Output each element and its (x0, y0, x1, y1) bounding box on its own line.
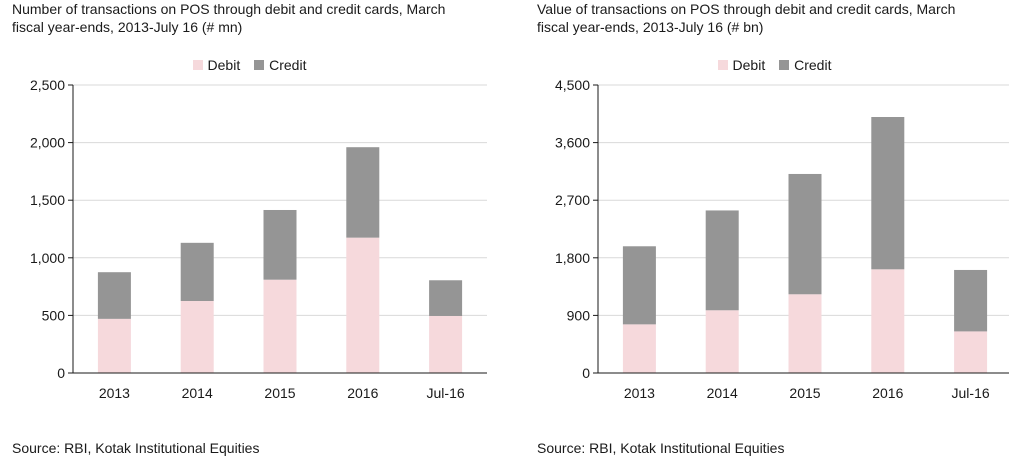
x-tick-label: Jul-16 (952, 385, 990, 401)
bar-debit (954, 331, 988, 373)
y-tick-label: 2,700 (555, 192, 590, 208)
y-tick-label: 1,500 (30, 192, 65, 208)
x-tick-label: Jul-16 (427, 385, 465, 401)
y-tick-label: 0 (57, 365, 65, 381)
y-tick-label: 2,500 (30, 77, 65, 93)
y-tick-label: 500 (42, 307, 66, 323)
bar-credit (705, 210, 739, 311)
legend-swatch-credit (254, 60, 265, 70)
y-tick-label: 4,500 (555, 77, 590, 93)
bar-debit (788, 294, 822, 373)
legend-label-debit: Debit (732, 57, 766, 73)
chart-legend: Debit Credit (12, 57, 487, 73)
legend-label-credit: Credit (794, 57, 832, 73)
bar-credit (954, 269, 988, 332)
bar-credit (263, 209, 297, 280)
legend-item-credit: Credit (779, 57, 831, 73)
chart-title: Number of transactions on POS through de… (12, 0, 487, 36)
legend-item-debit: Debit (717, 57, 766, 73)
y-tick-label: 0 (582, 365, 590, 381)
legend-label-credit: Credit (269, 57, 307, 73)
x-tick-label: 2014 (182, 385, 213, 401)
stacked-bar-chart: 0 500 1,000 1,500 2,000 2,500 2013 2014 2015 2016… (30, 77, 487, 401)
chart-title-line-2: fiscal year-ends, 2013-July 16 (# mn) (12, 19, 243, 35)
chart-legend: Debit Credit (537, 57, 1009, 73)
chart-title-line-2: fiscal year-ends, 2013-July 16 (# bn) (537, 19, 764, 35)
bar-debit (871, 269, 905, 373)
bar-credit (346, 147, 380, 238)
x-tick-label: 2016 (347, 385, 378, 401)
chart-title-line-1: Number of transactions on POS through de… (12, 1, 446, 17)
source-note: Source: RBI, Kotak Institutional Equitie… (537, 440, 785, 456)
bar-debit (97, 318, 131, 373)
legend-label-debit: Debit (207, 57, 241, 73)
bar-debit (622, 324, 656, 373)
bar-debit (429, 315, 463, 373)
chart-panel-transactions-value: Value of transactions on POS through deb… (537, 0, 1009, 460)
x-tick-label: 2013 (99, 385, 130, 401)
legend-swatch-credit (779, 60, 790, 70)
bar-credit (622, 246, 656, 325)
legend-item-credit: Credit (254, 57, 306, 73)
y-tick-label: 2,000 (30, 135, 65, 151)
y-tick-label: 1,800 (555, 250, 590, 266)
x-tick-label: 2014 (707, 385, 738, 401)
bar-credit (97, 272, 131, 319)
bar-debit (346, 237, 380, 373)
bar-debit (180, 301, 214, 373)
x-tick-label: 2015 (264, 385, 295, 401)
bar-debit (705, 310, 739, 373)
x-tick-label: 2015 (789, 385, 820, 401)
bar-credit (429, 280, 463, 316)
y-tick-label: 3,600 (555, 135, 590, 151)
bar-debit (263, 279, 297, 373)
chart-panel-transactions-count: Number of transactions on POS through de… (12, 0, 492, 460)
source-note: Source: RBI, Kotak Institutional Equitie… (12, 440, 260, 456)
legend-swatch-debit (192, 60, 203, 70)
legend-item-debit: Debit (192, 57, 241, 73)
bar-credit (871, 117, 905, 270)
chart-title-line-1: Value of transactions on POS through deb… (537, 1, 956, 17)
y-tick-label: 900 (567, 307, 591, 323)
x-tick-label: 2013 (624, 385, 655, 401)
bar-credit (180, 242, 214, 301)
bar-credit (788, 173, 822, 295)
x-tick-label: 2016 (872, 385, 903, 401)
y-tick-label: 1,000 (30, 250, 65, 266)
chart-title: Value of transactions on POS through deb… (537, 0, 1009, 36)
legend-swatch-debit (717, 60, 728, 70)
stacked-bar-chart: 0 900 1,800 2,700 3,600 4,500 2013 2014 2015 2016… (555, 77, 1009, 401)
